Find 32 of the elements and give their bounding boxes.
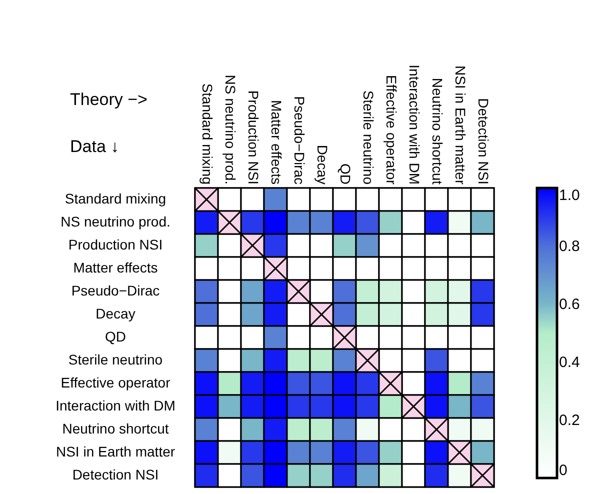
y-tick-label: Pseudo−Dirac: [71, 282, 160, 298]
y-tick-label: Production NSI: [68, 236, 163, 252]
color-bar-label: 0: [559, 462, 568, 479]
y-tick-label: NSI in Earth matter: [56, 444, 176, 460]
y-tick-label: Effective operator: [60, 374, 171, 390]
color-bar-label: 0.8: [559, 238, 580, 255]
x-tick-label: Detection NSI: [476, 98, 492, 184]
color-bar-label: 1.0: [559, 187, 580, 204]
y-tick-label: Standard mixing: [64, 190, 166, 206]
y-tick-label: Sterile neutrino: [68, 352, 163, 368]
x-tick-label: Neutrino shortcut: [430, 78, 446, 185]
x-tick-label: Production NSI: [246, 90, 262, 184]
x-tick-label: Interaction with DM: [406, 64, 422, 184]
y-tick-label: NS neutrino prod.: [60, 214, 170, 230]
x-tick-label: Sterile neutrino: [360, 90, 376, 185]
x-tick-label: Matter effects: [268, 100, 284, 184]
x-tick-label: Effective operator: [384, 75, 400, 185]
y-tick-label: Interaction with DM: [56, 398, 176, 414]
y-tick-label: Matter effects: [73, 260, 158, 276]
text: Data ↓: [70, 137, 120, 157]
x-tick-label: Pseudo−Dirac: [292, 96, 308, 184]
color-bar-label: 0.2: [559, 412, 580, 429]
y-tick-label: Decay: [96, 306, 136, 322]
y-tick-label: Detection NSI: [72, 466, 159, 482]
text: Theory −>: [70, 90, 148, 110]
x-tick-label: Decay: [314, 144, 330, 184]
color-bar-label: 0.4: [559, 354, 580, 371]
x-tick-label: NSI in Earth matter: [452, 65, 468, 185]
y-tick-label: QD: [105, 328, 126, 344]
y-tick-label: Neutrino shortcut: [62, 420, 169, 436]
x-tick-label: QD: [338, 164, 354, 184]
color-bar-label: 0.6: [559, 296, 580, 313]
